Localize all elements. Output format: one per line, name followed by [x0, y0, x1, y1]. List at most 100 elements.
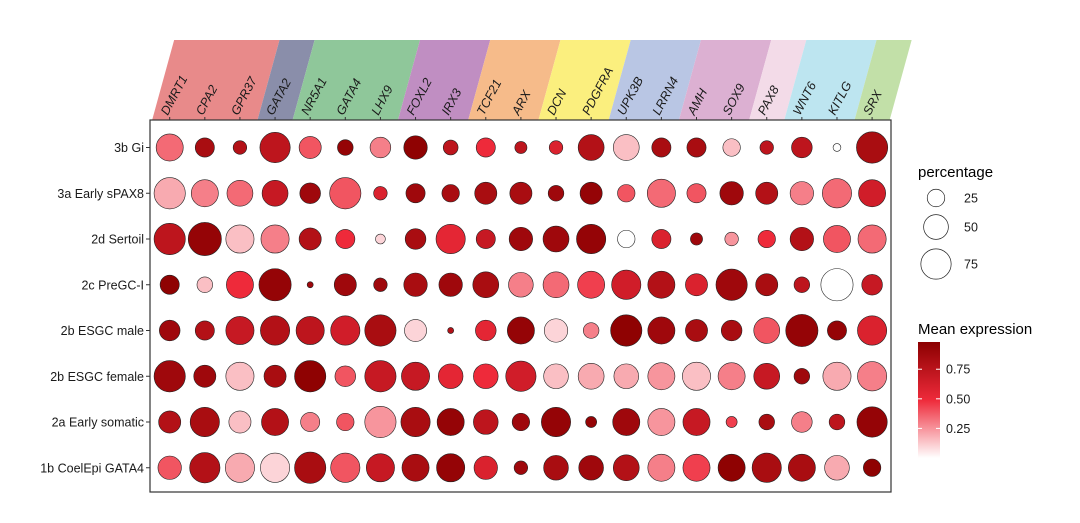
- dot-point: [437, 363, 464, 389]
- plot-panel: [149, 119, 892, 493]
- dot-point: [436, 453, 466, 483]
- cell-type-label: 3a Early sPAX8: [57, 187, 144, 201]
- gene-group-band: [397, 40, 491, 120]
- dot-point: [508, 226, 533, 252]
- cell-type-label: 1b CoelEpi GATA4: [40, 461, 144, 475]
- dot-point: [472, 271, 500, 299]
- dot-point: [190, 179, 219, 208]
- dot-point: [725, 416, 738, 428]
- percentage-legend-label: 50: [964, 221, 978, 235]
- percentage-legend: percentage 25 50 75: [918, 164, 993, 280]
- dot-point: [441, 184, 460, 203]
- gene-group-band: [854, 40, 912, 120]
- gene-group-header-bands: [152, 40, 912, 120]
- dot-point: [196, 276, 213, 293]
- dot-point: [159, 274, 180, 295]
- dot-point: [336, 412, 355, 432]
- dot-point: [613, 363, 639, 389]
- dot-point: [579, 181, 603, 205]
- dot-point: [403, 272, 428, 297]
- dot-point: [789, 226, 814, 252]
- dot-point: [585, 416, 597, 428]
- dot-point: [686, 137, 707, 158]
- dot-point: [158, 410, 182, 434]
- cell-type-label: 2d Sertoil: [91, 233, 144, 247]
- dot-point: [436, 408, 465, 436]
- dot-point: [306, 281, 314, 289]
- dot-point: [690, 232, 703, 246]
- dot-point: [651, 137, 672, 158]
- dot-point: [232, 140, 248, 155]
- dot-point: [298, 136, 322, 159]
- dot-point: [226, 179, 254, 207]
- dot-point: [863, 458, 882, 477]
- dot-point: [610, 314, 643, 347]
- dot-point: [647, 408, 676, 436]
- dot-point: [225, 361, 255, 391]
- cell-type-label: 2c PreGC-I: [81, 278, 144, 292]
- dot-point: [473, 455, 498, 480]
- gene-group-band: [468, 40, 561, 120]
- dot-point: [856, 131, 889, 164]
- dot-point: [646, 178, 676, 208]
- dot-point: [513, 460, 528, 475]
- colorbar-tick-label: 0.75: [946, 363, 970, 377]
- dot-point: [543, 455, 569, 481]
- dot-point: [260, 452, 290, 483]
- dot-point: [791, 411, 813, 433]
- dot-point: [263, 364, 287, 388]
- cell-type-labels: 3b Gi 3a Early sPAX8 2d Sertoil 2c PreGC-I 2…: [40, 141, 150, 475]
- dot-point: [822, 361, 852, 391]
- percentage-legend-title: percentage: [918, 164, 993, 181]
- dot-point: [364, 360, 397, 393]
- dot-point: [364, 406, 397, 438]
- dot-point: [442, 139, 459, 156]
- dot-point: [758, 413, 775, 431]
- dot-point: [647, 362, 676, 391]
- dot-point: [187, 222, 222, 256]
- dot-point: [577, 134, 605, 161]
- colorbar-tick-label: 0.50: [946, 392, 970, 406]
- dot-point: [333, 273, 357, 297]
- dot-point: [258, 268, 292, 302]
- dot-point: [228, 410, 252, 434]
- percentage-legend-label: 75: [964, 258, 978, 272]
- cell-type-label: 2b ESGC male: [61, 324, 144, 338]
- dot-point: [507, 316, 535, 345]
- dot-point: [194, 137, 215, 158]
- dot-point: [822, 178, 852, 209]
- dot-point: [715, 268, 748, 301]
- dot-point: [583, 322, 600, 339]
- dot-point: [193, 364, 217, 388]
- dot-point: [225, 224, 255, 254]
- dot-point: [373, 186, 388, 201]
- colorbar-tick-label: 0.25: [946, 422, 970, 436]
- dot-point: [857, 361, 888, 392]
- dot-point: [511, 412, 530, 432]
- dot-point: [793, 368, 810, 385]
- dot-point: [753, 362, 781, 390]
- dot-point: [225, 452, 255, 483]
- dot-point: [153, 177, 186, 210]
- dot-point: [861, 274, 883, 296]
- mean-expression-legend: Mean expression 0.75 0.50 0.25: [918, 321, 1032, 458]
- percentage-legend-label: 25: [964, 192, 978, 206]
- gene-group-band: [784, 40, 877, 120]
- dot-point: [260, 315, 290, 346]
- dot-point: [404, 228, 427, 250]
- cell-type-label: 2b ESGC female: [50, 370, 144, 384]
- dot-point: [366, 453, 395, 483]
- dot-point: [400, 407, 431, 437]
- dot-point: [330, 315, 361, 346]
- dot-point: [159, 319, 181, 342]
- gene-group-band: [678, 40, 772, 120]
- dot-point: [295, 316, 325, 345]
- mean-expression-legend-title: Mean expression: [918, 321, 1032, 338]
- dot-point: [686, 183, 707, 204]
- dot-point: [611, 269, 642, 300]
- dot-point: [647, 316, 676, 345]
- dot-point: [577, 270, 606, 299]
- dot-point: [577, 362, 605, 390]
- dot-point: [337, 139, 354, 156]
- dot-point: [823, 225, 851, 253]
